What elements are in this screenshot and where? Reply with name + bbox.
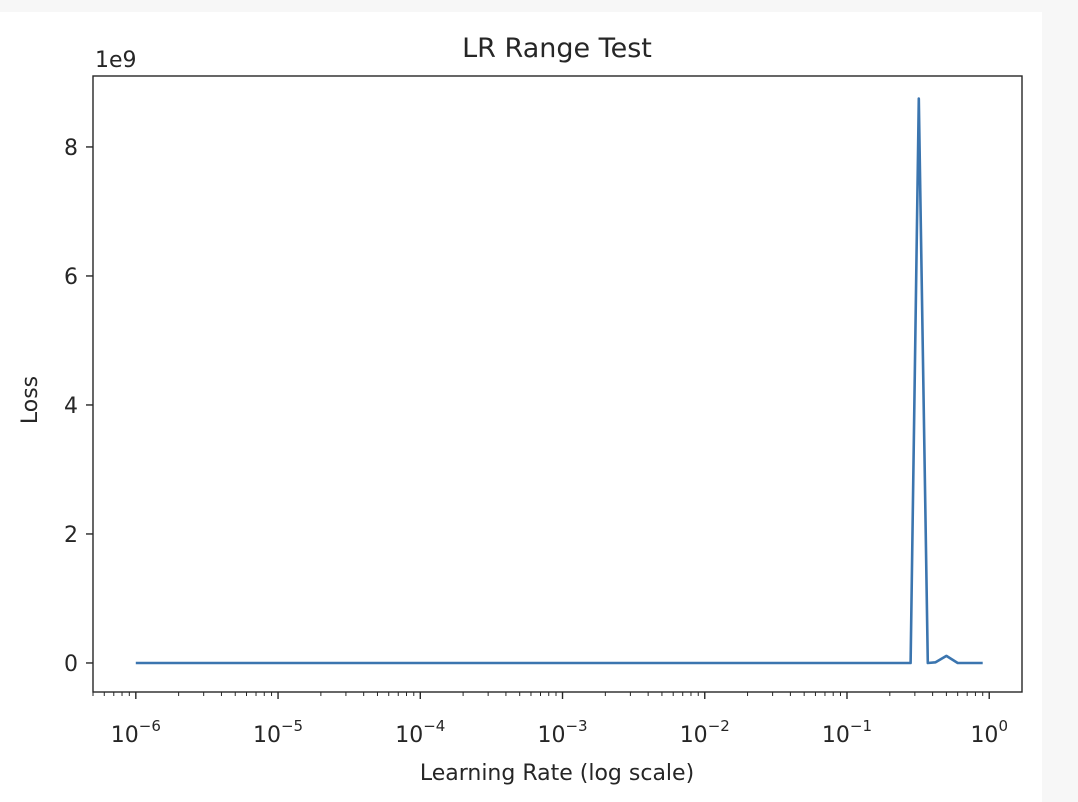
x-tick-label: 10−3 (537, 717, 587, 748)
x-tick-label-exponent: −2 (708, 717, 730, 735)
x-tick-label-exponent: −4 (423, 717, 445, 735)
x-tick-label: 10−6 (111, 717, 161, 748)
y-tick-label: 2 (64, 523, 78, 548)
x-tick-label-exponent: 0 (998, 717, 1008, 735)
y-tick-label: 6 (64, 265, 78, 290)
y-tick-label: 8 (64, 136, 78, 161)
x-tick-label-base: 10 (970, 723, 998, 748)
plot-frame (92, 75, 1023, 693)
y-axis-title: Loss (18, 376, 43, 424)
x-tick-label: 10−2 (680, 717, 730, 748)
x-tick-label-base: 10 (395, 723, 423, 748)
x-tick-label-exponent: −3 (565, 717, 587, 735)
chart-title: LR Range Test (462, 33, 652, 64)
x-tick-label-exponent: −5 (281, 717, 303, 735)
x-tick-label-base: 10 (822, 723, 850, 748)
y-tick-label: 4 (64, 394, 78, 419)
x-tick-label-base: 10 (253, 723, 281, 748)
x-tick-label-base: 10 (111, 723, 139, 748)
x-tick-label-exponent: −1 (850, 717, 872, 735)
x-tick-label-base: 10 (680, 723, 708, 748)
y-tick-label: 0 (64, 652, 78, 677)
x-tick-label-exponent: −6 (139, 717, 161, 735)
y-axis-offset-label: 1e9 (95, 48, 137, 73)
lr-range-test-chart: LR Range Test 1e9 Loss Learning Rate (lo… (18, 33, 1023, 786)
x-tick-label: 100 (970, 717, 1008, 748)
notebook-output-cell: LR Range Test 1e9 Loss Learning Rate (lo… (0, 12, 1042, 802)
x-tick-label: 10−5 (253, 717, 303, 748)
x-tick-label-base: 10 (537, 723, 565, 748)
x-tick-label: 10−4 (395, 717, 445, 748)
loss-series-line (135, 97, 983, 665)
x-axis-title: Learning Rate (log scale) (420, 761, 694, 786)
x-tick-label: 10−1 (822, 717, 872, 748)
